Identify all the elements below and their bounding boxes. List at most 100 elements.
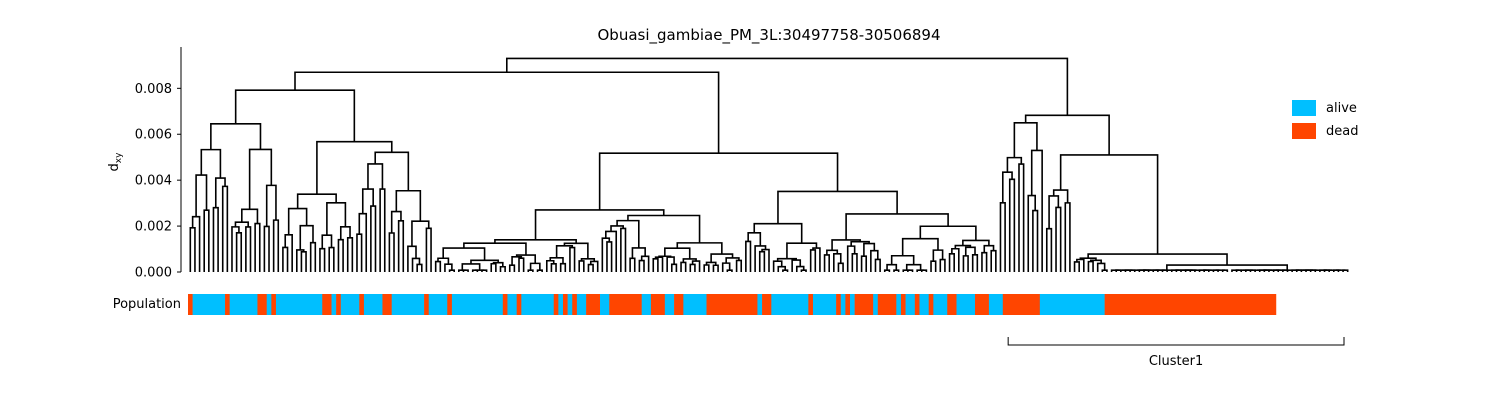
dendrogram-link (442, 247, 486, 261)
y-axis-label: dxy (107, 152, 124, 172)
population-segment-alive (905, 294, 916, 315)
population-segment-alive (507, 294, 517, 315)
dendrogram-link (296, 193, 337, 209)
dendrogram-link (726, 269, 733, 272)
dendrogram-link (874, 258, 881, 272)
dendrogram-link (411, 257, 421, 272)
dendrogram-link (1096, 262, 1106, 272)
dendrogram-link (549, 256, 564, 264)
dendrogram-link (1101, 269, 1108, 272)
population-segment-alive (363, 294, 383, 315)
population-segment-dead (447, 294, 453, 315)
dendrogram-link (902, 269, 911, 272)
dendrogram-link (463, 242, 527, 256)
cluster-bracket-line (1007, 337, 1345, 346)
dendrogram-link (1087, 253, 1228, 266)
dendrogram-link (328, 246, 335, 272)
dendrogram-link (735, 259, 743, 272)
population-segment-alive (812, 294, 837, 315)
dendrogram-link (1018, 163, 1025, 272)
y-axis-label-subscript: xy (114, 152, 124, 163)
dendrogram-link (361, 188, 374, 214)
dendrogram-link (658, 255, 672, 258)
dendrogram-link (492, 261, 504, 267)
dendrogram-link (712, 264, 719, 272)
dendrogram-link (221, 185, 229, 272)
dendrogram-link (1055, 206, 1062, 272)
dendrogram-link (1073, 261, 1080, 272)
dendrogram-link (776, 257, 797, 262)
dendrogram-link (374, 151, 410, 191)
population-segment-dead (674, 294, 684, 315)
population-segment-dead (845, 294, 851, 315)
dendrogram-link (837, 262, 844, 272)
population-segment-dead (225, 294, 230, 315)
population-segment-dead (914, 294, 920, 315)
population-segment-alive (600, 294, 610, 315)
dendrogram-link (284, 234, 293, 272)
cluster-bracket: Cluster1 (1007, 337, 1345, 369)
dendrogram-link (416, 263, 423, 272)
dendrogram-link (905, 263, 922, 271)
population-segment-alive (840, 294, 846, 315)
population-segment-dead (808, 294, 814, 315)
dendrogram-link (518, 257, 525, 272)
population-segment-alive (521, 294, 555, 315)
dendrogram-link (616, 219, 640, 248)
dendrogram-link (676, 242, 723, 255)
chart-title: Obuasi_gambiae_PM_3L:30497758-30506894 (598, 26, 941, 45)
dendrogram-link (189, 226, 196, 272)
dendrogram-link (1008, 178, 1016, 272)
population-segment-dead (706, 294, 758, 315)
dendrogram-link (1052, 189, 1069, 203)
dendrogram-link (563, 242, 589, 259)
dendrogram-link (809, 249, 817, 272)
dendrogram-link (850, 240, 870, 247)
dendrogram-link (638, 259, 645, 272)
dendrogram-link (248, 148, 273, 210)
population-segment-dead (336, 294, 342, 315)
population-segment-dead (257, 294, 268, 315)
dendrogram-link (951, 247, 960, 272)
dendrogram-link (191, 215, 201, 272)
dendrogram-link (610, 225, 624, 232)
population-segment-dead (900, 294, 906, 315)
dendrogram-link (777, 265, 787, 272)
dendrogram-link (919, 225, 977, 241)
population-segment-alive (567, 294, 573, 315)
dendrogram-link (254, 222, 261, 272)
dendrogram-link (203, 209, 210, 272)
population-segment-alive (192, 294, 226, 315)
dendrogram-link (601, 237, 611, 272)
dendrogram-link (434, 260, 442, 272)
dendrogram-link (397, 220, 405, 272)
dendrogram-link (234, 89, 356, 142)
population-segment-alive (850, 294, 855, 315)
dendrogram-link (1048, 195, 1060, 229)
dendrogram-link (295, 249, 305, 272)
population-label: Population (113, 297, 181, 312)
dendrogram-link (782, 269, 789, 272)
dendrogram-link (326, 202, 347, 236)
dendrogram-link (437, 257, 450, 265)
dendrogram-link (883, 269, 891, 272)
population-segment-alive (873, 294, 879, 315)
dendrogram-link (1064, 202, 1071, 272)
population-segment-dead (877, 294, 897, 315)
dendrogram-link (1089, 259, 1102, 264)
dendrogram-link (826, 249, 839, 255)
dendrogram-link (508, 264, 516, 272)
dendrogram-link (1221, 269, 1229, 272)
dendrogram-link (282, 246, 289, 272)
dendrogram-link (235, 232, 243, 272)
population-segment-alive (340, 294, 360, 315)
dendrogram-link (346, 237, 354, 272)
dendrogram-link (1024, 114, 1110, 155)
dendrogram-link (1027, 194, 1036, 272)
population-segment-alive (896, 294, 902, 315)
dendrogram-link (589, 260, 599, 272)
dendrogram-link (629, 257, 636, 272)
dendrogram-link (1342, 269, 1349, 272)
population-segment-dead (836, 294, 842, 315)
dendrogram-link (680, 261, 687, 272)
